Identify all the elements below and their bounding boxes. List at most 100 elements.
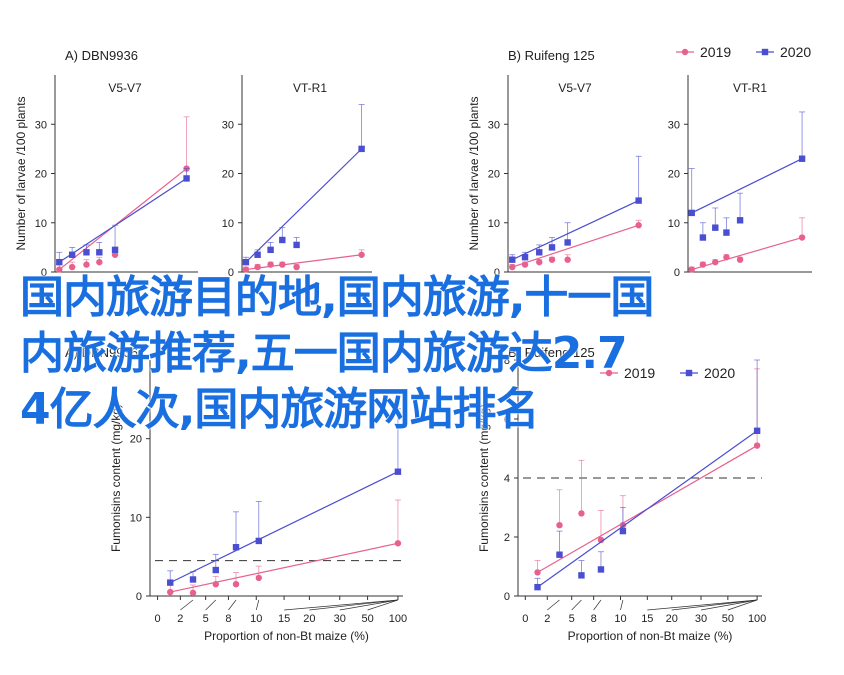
data-point-2020 <box>167 579 174 586</box>
headline-overlay: 国内旅游目的地,国内旅游,十一国 内旅游推荐,五一国内旅游达2.7 4亿人次,国… <box>20 270 820 438</box>
legend-marker-2019 <box>605 369 613 377</box>
x-tick-label: 10 <box>614 613 626 625</box>
data-point-2020 <box>83 249 90 256</box>
x-tick-label: 30 <box>695 613 707 625</box>
x-tick-label: 15 <box>278 613 290 625</box>
trend-line-2020 <box>691 158 803 214</box>
data-point-2020 <box>212 566 219 574</box>
trend-line-2020 <box>537 430 758 588</box>
data-point-2019 <box>534 569 541 576</box>
x-tick-label: 50 <box>361 613 373 625</box>
data-point-2019 <box>753 442 761 449</box>
x-tick-label: 0 <box>522 613 528 625</box>
data-point-2019 <box>712 258 719 266</box>
x-tick-connector <box>205 599 217 611</box>
x-axis-label: Proportion of non-Bt maize (%) <box>204 629 369 643</box>
trend-line-2020 <box>512 200 639 261</box>
x-tick-connector <box>593 599 602 611</box>
data-point-2019 <box>232 581 240 588</box>
data-point-2019 <box>111 251 119 258</box>
data-point-2019 <box>96 258 103 266</box>
data-point-2019 <box>358 251 365 258</box>
data-point-2020 <box>183 175 190 182</box>
panel-subtitle: VT-R1 <box>733 81 767 95</box>
y-tick-label: 10 <box>222 218 234 230</box>
data-point-2020 <box>736 217 744 224</box>
data-point-2019 <box>293 263 300 271</box>
data-point-2020 <box>635 197 642 204</box>
data-point-2019 <box>536 258 543 266</box>
data-point-2019 <box>564 256 571 263</box>
x-tick-connector <box>339 599 398 611</box>
y-tick-label: 20 <box>222 169 234 181</box>
x-tick-label: 0 <box>155 613 161 625</box>
data-point-2020 <box>279 236 286 244</box>
data-point-2019 <box>189 589 197 597</box>
y-axis-label: Number of larvae /100 plants <box>467 96 481 250</box>
data-point-2020 <box>254 251 261 258</box>
data-point-2020 <box>68 251 76 258</box>
y-tick-label: 0 <box>504 591 510 603</box>
x-tick-connector <box>228 599 237 611</box>
data-point-2020 <box>255 537 262 545</box>
x-tick-connector <box>255 599 260 611</box>
data-point-2019 <box>167 588 174 596</box>
trend-line-2020 <box>169 471 399 584</box>
data-point-2019 <box>267 261 274 268</box>
panel-title: B) Ruifeng 125 <box>508 48 595 63</box>
y-tick-label: 20 <box>130 434 142 446</box>
data-point-2020 <box>753 427 761 434</box>
data-point-2020 <box>509 256 516 263</box>
y-axis-label: Number of larvae /100 plants <box>14 96 28 250</box>
legend-label-2019: 2019 <box>700 44 731 60</box>
y-tick-label: 0 <box>41 267 47 279</box>
x-tick-label: 8 <box>591 613 597 625</box>
data-point-2020 <box>394 468 402 475</box>
x-axis-label: Proportion of non-Bt maize (%) <box>568 629 733 643</box>
y-tick-label: 20 <box>35 169 47 181</box>
trend-line-2020 <box>58 177 187 263</box>
x-tick-connector <box>700 599 758 611</box>
y-tick-label: 10 <box>488 218 500 230</box>
x-tick-connector <box>547 599 560 611</box>
y-tick-label: 4 <box>504 473 510 485</box>
y-tick-label: 0 <box>136 591 142 603</box>
data-point-2020 <box>96 249 103 256</box>
data-point-2020 <box>56 258 63 266</box>
legend-label-2020: 2020 <box>780 44 811 60</box>
x-tick-label: 2 <box>544 613 550 625</box>
legend-marker-2020 <box>685 369 693 377</box>
data-point-2019 <box>254 263 261 271</box>
data-point-2019 <box>279 261 286 268</box>
data-point-2019 <box>212 581 219 588</box>
x-tick-connector <box>309 599 398 611</box>
panel-title: A) DBN9936 <box>65 345 138 360</box>
data-point-2020 <box>712 224 719 231</box>
data-point-2020 <box>232 544 240 551</box>
x-tick-label: 8 <box>225 613 231 625</box>
y-tick-label: 30 <box>35 119 47 131</box>
data-point-2020 <box>699 234 707 241</box>
data-point-2020 <box>293 241 300 249</box>
data-point-2020 <box>521 254 529 261</box>
y-tick-label: 2 <box>504 532 510 544</box>
y-tick-label: 6 <box>504 414 510 426</box>
data-point-2020 <box>556 551 563 558</box>
legend-marker-2019 <box>681 48 689 56</box>
data-point-2020 <box>358 145 365 153</box>
trend-line-2019 <box>245 254 362 271</box>
y-tick-label: 0 <box>494 267 500 279</box>
data-point-2020 <box>534 583 541 591</box>
x-tick-label: 50 <box>722 613 734 625</box>
data-point-2019 <box>509 263 516 271</box>
y-axis-label: Fumonisins content (mg/kg) <box>109 404 123 552</box>
panel-title: B) Ruifeng 125 <box>508 345 595 360</box>
y-tick-label: 10 <box>35 218 47 230</box>
y-tick-label: 10 <box>130 512 142 524</box>
x-tick-label: 5 <box>203 613 209 625</box>
data-point-2020 <box>564 239 571 246</box>
x-tick-label: 10 <box>250 613 262 625</box>
headline-line-2: 内旅游推荐,五一国内旅游达2.7 <box>20 328 628 379</box>
x-tick-connector <box>367 599 399 611</box>
